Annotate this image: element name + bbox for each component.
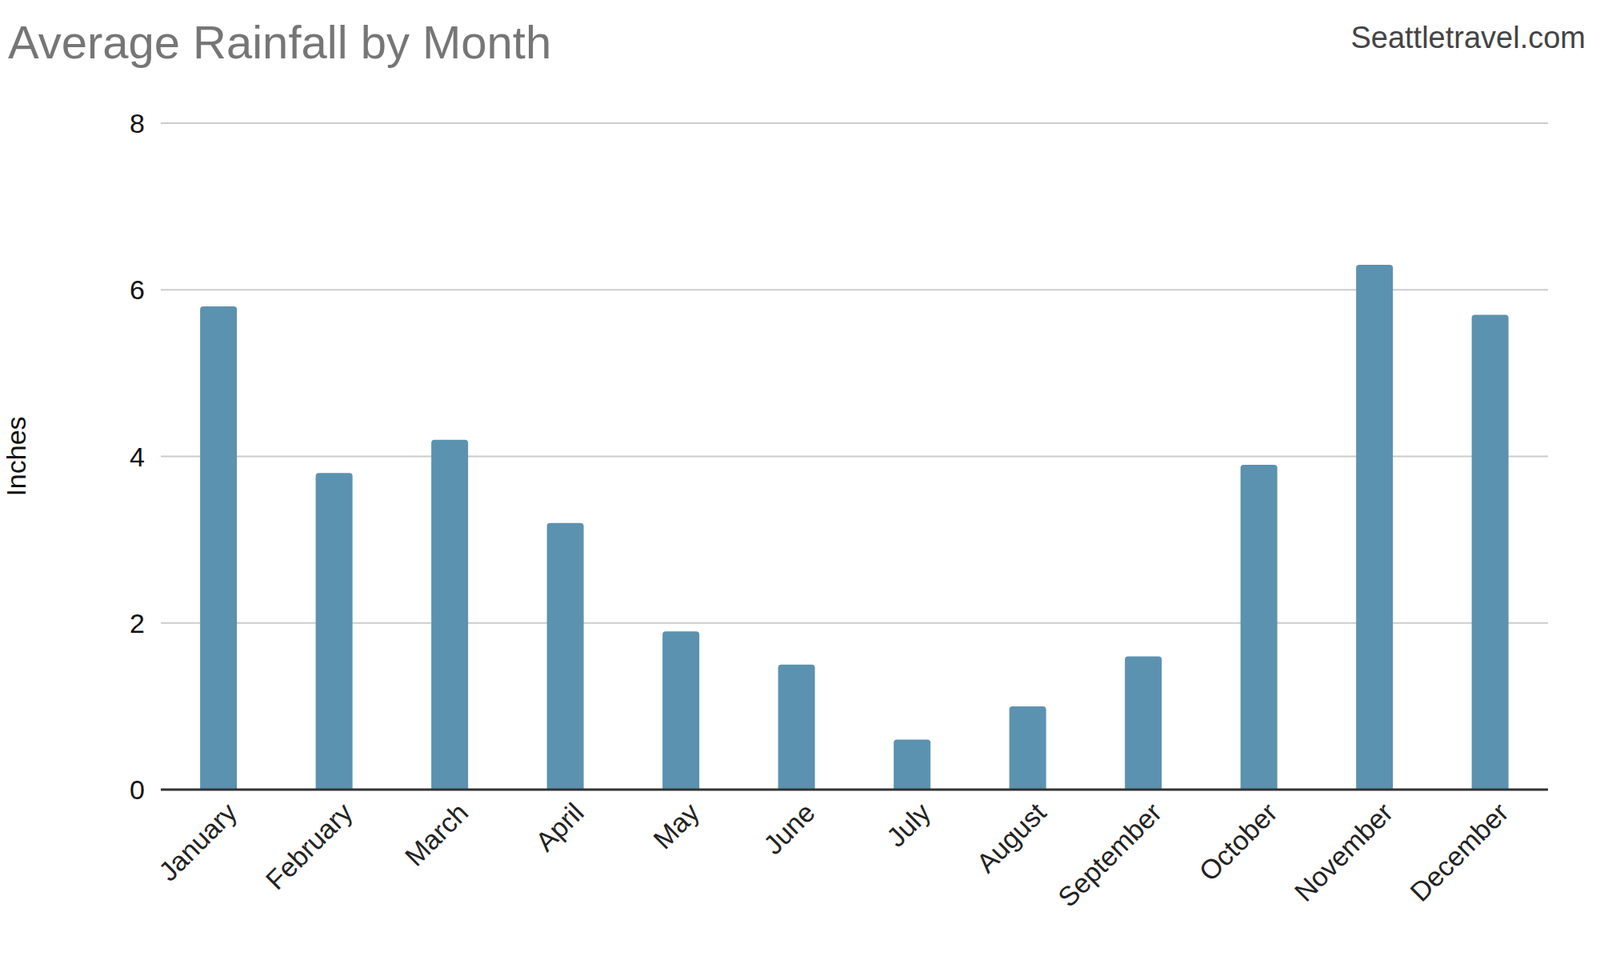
svg-text:Inches: Inches xyxy=(6,416,32,496)
svg-text:2: 2 xyxy=(129,608,145,639)
html-text:Average Rainfall by Month: Average Rainfall by Month xyxy=(8,16,552,68)
svg-text:0: 0 xyxy=(129,774,145,805)
svg-text:6: 6 xyxy=(129,274,145,305)
svg-text:July: July xyxy=(880,796,937,853)
svg-text:4: 4 xyxy=(129,441,145,472)
svg-text:8: 8 xyxy=(129,108,145,139)
svg-text:April: April xyxy=(529,796,590,857)
svg-text:May: May xyxy=(647,796,705,855)
html-text:Seattletravel.com: Seattletravel.com xyxy=(1350,20,1586,55)
svg-text:December: December xyxy=(1404,796,1515,908)
svg-text:March: March xyxy=(399,796,475,872)
svg-text:November: November xyxy=(1288,796,1399,908)
svg-text:August: August xyxy=(970,796,1052,879)
svg-text:September: September xyxy=(1052,796,1168,912)
svg-text:February: February xyxy=(260,796,359,896)
svg-text:January: January xyxy=(152,796,243,887)
svg-text:October: October xyxy=(1192,796,1283,887)
svg-text:June: June xyxy=(757,796,821,860)
